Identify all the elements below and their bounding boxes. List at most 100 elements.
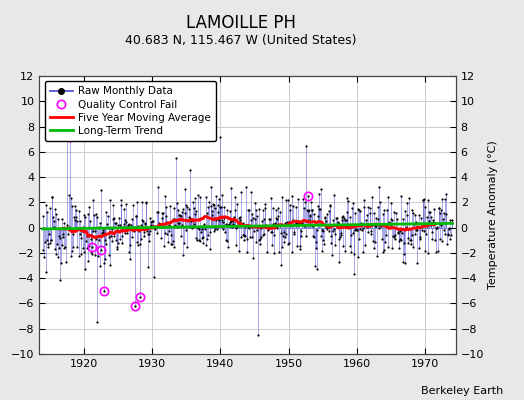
Point xyxy=(249,215,257,221)
Point xyxy=(42,236,51,243)
Point xyxy=(200,222,208,228)
Point xyxy=(93,214,101,220)
Point xyxy=(196,238,205,244)
Point xyxy=(296,243,304,250)
Point xyxy=(193,192,202,198)
Point xyxy=(159,224,168,230)
Point xyxy=(309,222,317,229)
Point xyxy=(310,211,319,217)
Point xyxy=(207,184,215,190)
Point xyxy=(50,206,59,212)
Point xyxy=(162,213,170,219)
Point xyxy=(339,243,347,249)
Point xyxy=(148,218,156,224)
Point xyxy=(315,206,324,212)
Point xyxy=(328,252,336,258)
Point xyxy=(210,202,218,208)
Point xyxy=(91,228,100,234)
Point xyxy=(139,233,148,239)
Point xyxy=(49,224,58,230)
Point xyxy=(192,235,201,241)
Point xyxy=(53,241,61,247)
Point xyxy=(365,205,374,211)
Point xyxy=(39,247,47,253)
Point xyxy=(319,228,328,234)
Point xyxy=(381,221,390,228)
Point xyxy=(101,256,109,262)
Point xyxy=(46,205,54,212)
Point xyxy=(185,215,194,221)
Point xyxy=(160,230,169,236)
Point xyxy=(261,201,269,207)
Point xyxy=(104,224,113,231)
Point xyxy=(394,230,402,236)
Point xyxy=(350,270,358,277)
Point xyxy=(88,251,96,257)
Point xyxy=(432,225,441,232)
Point xyxy=(186,167,194,173)
Point xyxy=(202,194,210,200)
Point xyxy=(187,218,195,224)
Point xyxy=(257,225,266,231)
Point xyxy=(234,248,243,254)
Point xyxy=(59,234,67,240)
Point xyxy=(380,207,389,213)
Point xyxy=(436,207,445,213)
Point xyxy=(126,242,135,248)
Point xyxy=(92,211,100,218)
Point xyxy=(324,222,332,229)
Point xyxy=(399,215,407,222)
Point xyxy=(361,204,369,210)
Point xyxy=(289,217,297,223)
Point xyxy=(176,212,184,218)
Point xyxy=(355,207,364,214)
Point xyxy=(418,197,427,204)
Point xyxy=(59,231,68,237)
Point xyxy=(167,241,175,248)
Point xyxy=(144,264,152,270)
Point xyxy=(256,240,265,247)
Point xyxy=(241,233,249,239)
Point xyxy=(304,208,312,214)
Point xyxy=(436,210,444,216)
Point xyxy=(391,232,399,238)
Point xyxy=(443,231,452,238)
Point xyxy=(216,204,224,210)
Point xyxy=(363,212,371,218)
Point xyxy=(133,239,141,245)
Point xyxy=(421,204,430,210)
Point xyxy=(283,219,291,226)
Point xyxy=(294,221,302,228)
Point xyxy=(390,236,399,242)
Point xyxy=(340,214,348,221)
Point xyxy=(132,213,140,220)
Point xyxy=(161,204,170,210)
Point xyxy=(325,203,334,209)
Point xyxy=(414,224,422,230)
Point xyxy=(299,196,307,202)
Point xyxy=(403,200,411,206)
Point xyxy=(243,248,251,255)
Point xyxy=(173,220,182,226)
Point xyxy=(112,237,121,243)
Point xyxy=(332,221,341,228)
Point xyxy=(230,220,238,227)
Point xyxy=(405,195,413,202)
Point xyxy=(297,228,305,234)
Point xyxy=(127,222,135,229)
Point xyxy=(228,217,236,223)
Point xyxy=(87,249,95,255)
Point xyxy=(260,231,268,237)
Point xyxy=(388,217,397,223)
Point xyxy=(321,215,330,221)
Point xyxy=(447,232,455,238)
Point xyxy=(418,227,426,233)
Point xyxy=(230,214,238,220)
Point xyxy=(409,210,417,216)
Point xyxy=(275,249,283,256)
Point xyxy=(387,199,395,206)
Point xyxy=(315,190,323,197)
Point xyxy=(174,220,183,226)
Point xyxy=(212,217,220,223)
Point xyxy=(150,225,159,232)
